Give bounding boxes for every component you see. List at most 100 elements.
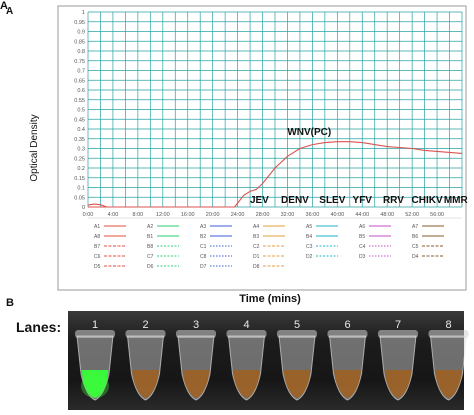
x-tick-label: 20:00	[206, 212, 220, 218]
liquid-negative	[283, 370, 311, 398]
x-tick-label: 32:00	[281, 212, 295, 218]
annotation-chikv: CHIKV	[412, 195, 443, 206]
y-tick-label: 0.85	[74, 39, 85, 45]
liquid-negative	[182, 370, 210, 398]
tube-lane-7: 7	[378, 319, 418, 401]
tube-lane-6: 6	[327, 319, 368, 401]
x-axis-label: Time (mins)	[239, 293, 301, 305]
legend-label: B8	[147, 244, 153, 250]
series-line-wnv-pc-	[88, 141, 463, 208]
legend-label: B4	[306, 234, 312, 240]
legend-label: B6	[412, 234, 418, 240]
y-tick-label: 0	[82, 205, 85, 211]
annotation-yfv: YFV	[353, 195, 373, 206]
legend-label: A6	[359, 224, 365, 230]
legend-label: C5	[412, 244, 419, 250]
y-tick-label: 0.55	[74, 98, 85, 104]
liquid-negative	[132, 370, 159, 398]
x-tick-label: 0:00	[83, 212, 94, 218]
annotation-slev: SLEV	[319, 195, 345, 206]
y-tick-label: 0.1	[77, 186, 85, 192]
x-tick-label: 44:00	[355, 212, 369, 218]
liquid-negative	[384, 370, 412, 398]
legend-label: A4	[253, 224, 259, 230]
legend-label: D5	[94, 264, 101, 270]
x-tick-label: 24:00	[231, 212, 245, 218]
tube-lane-8: 8	[428, 319, 469, 401]
y-tick-label: 0.25	[74, 156, 85, 162]
lane-number: 4	[243, 319, 249, 331]
panel-a-letter: A	[6, 6, 13, 17]
y-tick-label: 0.95	[74, 20, 85, 26]
legend-label: C3	[306, 244, 313, 250]
legend-label: A3	[200, 224, 206, 230]
tube-lane-4: 4	[226, 319, 267, 401]
liquid-negative	[435, 370, 462, 398]
legend-label: C1	[200, 244, 207, 250]
y-tick-label: 0.3	[77, 147, 85, 153]
x-tick-label: 56:00	[430, 212, 444, 218]
annotation-rrv: RRV	[383, 195, 404, 206]
annotation-wnv-pc: WNV(PC)	[287, 127, 331, 138]
y-tick-label: 0.35	[74, 137, 85, 143]
lane-number: 8	[445, 319, 451, 331]
y-tick-label: 0.15	[74, 176, 85, 182]
tube-lane-1: 1	[75, 319, 115, 401]
lane-number: 2	[142, 319, 148, 331]
x-tick-label: 40:00	[330, 212, 344, 218]
chart-legend: A1 A2 A3 A4 A5 A6 A7 A8 B1 B2 B3 B4 B5 B6 B7 B8 C1 C2 C3 C4…	[94, 224, 444, 270]
legend-label: D2	[306, 254, 313, 260]
y-tick-label: 1	[82, 10, 85, 16]
tubes-group: 1 2 3 4 5 6 7 8	[75, 319, 469, 401]
chart-annotations: WNV(PC) JEV DENV SLEV YFV RRV CHIKV MMR	[250, 127, 469, 206]
chart-series	[87, 141, 463, 208]
y-tick-label: 0.75	[74, 59, 85, 65]
chart-grid	[87, 11, 463, 208]
legend-label: A2	[147, 224, 153, 230]
chart-frame	[57, 5, 467, 291]
y-tick-label: 0.6	[77, 88, 85, 94]
legend-label: A1	[94, 224, 100, 230]
tube-lane-3: 3	[176, 319, 216, 401]
legend-label: A8	[94, 234, 100, 240]
y-tick-label: 0.9	[77, 30, 85, 36]
legend-label: A5	[306, 224, 312, 230]
annotation-denv: DENV	[281, 195, 309, 206]
x-tick-label: 48:00	[380, 212, 394, 218]
annotation-mmr: MMR	[444, 195, 469, 206]
legend-label: B1	[147, 234, 153, 240]
y-tick-label: 0.65	[74, 78, 85, 84]
lane-number: 7	[395, 319, 401, 331]
tube-lane-2: 2	[125, 319, 166, 401]
legend-label: B3	[253, 234, 259, 240]
legend-label: D4	[412, 254, 419, 260]
annotation-jev: JEV	[250, 195, 269, 206]
legend-label: A7	[412, 224, 418, 230]
legend-label: D6	[147, 264, 154, 270]
fluorescence-glow	[81, 374, 109, 398]
liquid-positive	[81, 370, 109, 398]
x-tick-label: 4:00	[108, 212, 119, 218]
x-ticks: 0:00 4:00 8:00 12:00 16:00 20:00 24:00 28:00 32:…	[83, 212, 444, 218]
lanes-label: Lanes:	[16, 319, 62, 335]
series-line-baseline	[87, 203, 107, 208]
lane-number: 6	[344, 319, 350, 331]
y-tick-label: 0.2	[77, 166, 85, 172]
lane-number: 1	[92, 319, 98, 331]
legend-label: C7	[147, 254, 154, 260]
legend-label: C4	[359, 244, 366, 250]
y-tick-label: 0.45	[74, 117, 85, 123]
legend-label: D1	[253, 254, 260, 260]
legend-label: B2	[200, 234, 206, 240]
y-tick-label: 0.5	[77, 108, 85, 114]
legend-label: C2	[253, 244, 260, 250]
legend-label: C8	[200, 254, 207, 260]
y-tick-label: 0.8	[77, 49, 85, 55]
legend-label: D8	[253, 264, 260, 270]
legend-label: B7	[94, 244, 100, 250]
lane-number: 3	[193, 319, 199, 331]
panel-a-label: A	[0, 0, 8, 12]
x-tick-label: 8:00	[133, 212, 144, 218]
panel-b-label: B	[6, 297, 14, 309]
